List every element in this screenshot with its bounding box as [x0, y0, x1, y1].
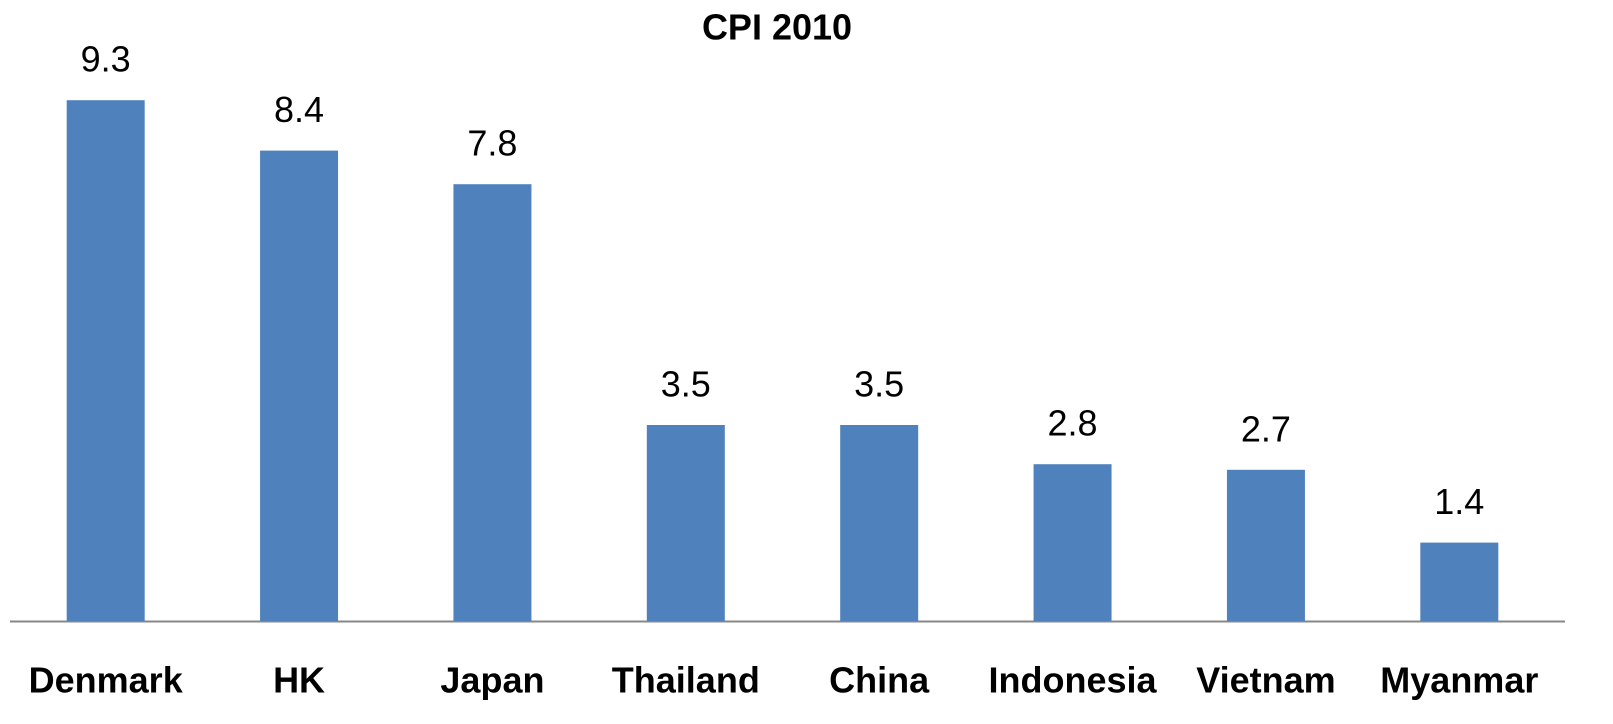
x-tick-label: Vietnam: [1196, 660, 1335, 701]
x-tick-label: Japan: [440, 660, 544, 701]
data-label: 1.4: [1434, 481, 1484, 522]
bar: [453, 184, 532, 621]
chart-title: CPI 2010: [702, 7, 852, 48]
data-label: 9.3: [81, 39, 131, 80]
bar: [66, 100, 145, 621]
data-label: 2.8: [1048, 403, 1098, 444]
data-label: 7.8: [467, 123, 517, 164]
data-label: 3.5: [854, 364, 904, 405]
bar: [1033, 464, 1112, 621]
bar: [840, 425, 919, 621]
x-tick-label: Denmark: [29, 660, 184, 701]
x-tick-label: HK: [273, 660, 325, 701]
x-tick-label: Indonesia: [989, 660, 1158, 701]
bar: [1226, 469, 1305, 621]
data-label: 8.4: [274, 89, 324, 130]
bar: [260, 150, 339, 621]
x-tick-label: China: [829, 660, 930, 701]
data-label: 3.5: [661, 364, 711, 405]
x-tick-label: Thailand: [612, 660, 760, 701]
x-tick-label: Myanmar: [1380, 660, 1538, 701]
data-label: 2.7: [1241, 408, 1291, 449]
bar: [646, 425, 725, 621]
bar: [1420, 542, 1499, 621]
